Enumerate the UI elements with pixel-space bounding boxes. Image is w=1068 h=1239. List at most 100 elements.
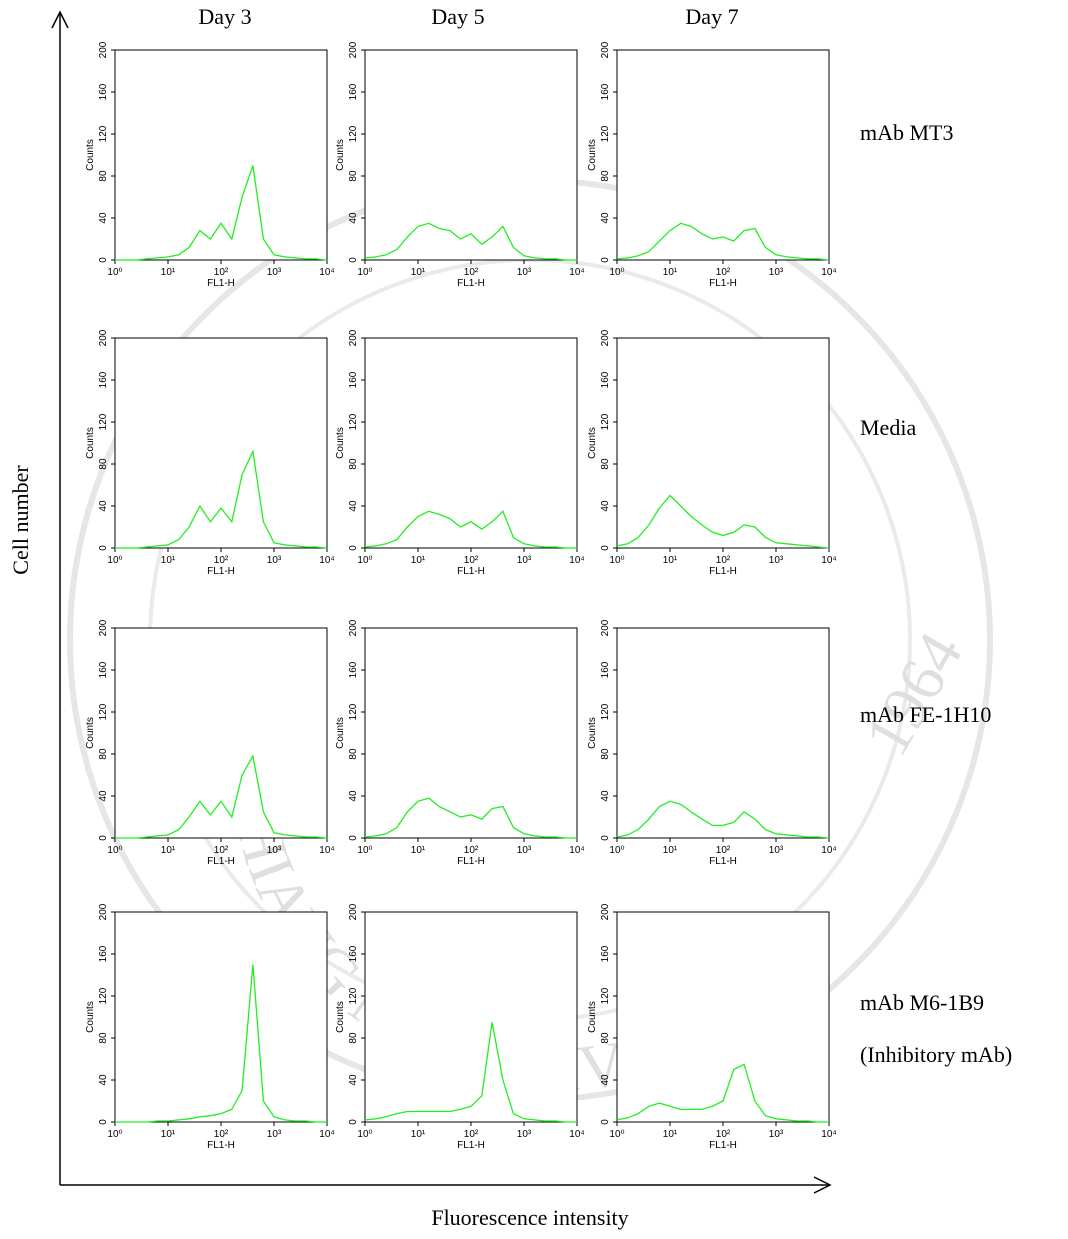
y-tick-label: 0: [98, 835, 109, 841]
x-tick-label: 10¹: [663, 845, 678, 856]
x-tick-label: 10²: [716, 555, 731, 566]
y-tick-label: 120: [98, 125, 109, 142]
x-axis-label: FL1-H: [207, 1140, 235, 1151]
x-tick-label: 10²: [716, 845, 731, 856]
y-axis-label: Counts: [587, 139, 598, 171]
plot-frame: [616, 337, 830, 549]
x-tick-label: 10⁰: [357, 555, 372, 566]
y-tick-label: 160: [348, 945, 359, 962]
x-tick-label: 10²: [214, 1129, 229, 1140]
y-tick-label: 160: [348, 371, 359, 388]
y-tick-label: 0: [98, 1119, 109, 1125]
x-axis-label: FL1-H: [709, 566, 737, 577]
x-tick-label: 10²: [464, 1129, 479, 1140]
x-axis-label: FL1-H: [457, 566, 485, 577]
y-axis-label: Counts: [85, 427, 96, 459]
y-axis-label: Counts: [335, 139, 346, 171]
y-arrowhead: [51, 10, 69, 29]
y-tick-label: 0: [348, 545, 359, 551]
x-tick-label: 10⁰: [107, 1129, 122, 1140]
plot-frame: [616, 911, 830, 1123]
y-tick-label: 80: [98, 458, 109, 470]
x-tick-label: 10¹: [663, 555, 678, 566]
y-axis-label: Counts: [587, 427, 598, 459]
y-tick-label: 120: [600, 125, 611, 142]
y-tick-label: 80: [348, 748, 359, 760]
y-tick-label: 40: [98, 1074, 109, 1086]
x-tick-label: 10³: [517, 267, 532, 278]
x-tick-label: 10²: [716, 1129, 731, 1140]
panel: 0 40 80 120 160 200 10⁰ 10¹ 10² 10³ 10⁴ FL1-H Counts: [335, 903, 585, 1151]
panel: 0 40 80 120 160 200 10⁰ 10¹ 10² 10³ 10⁴ FL1-H Counts: [587, 329, 837, 577]
y-axis-label: Counts: [85, 1001, 96, 1033]
y-axis-label: Counts: [335, 1001, 346, 1033]
histogram-line: [115, 449, 328, 549]
y-axis-label: Counts: [335, 427, 346, 459]
x-tick-label: 10⁰: [609, 845, 624, 856]
column-title: Day 7: [685, 4, 738, 29]
x-tick-label: 10⁴: [821, 845, 836, 856]
x-axis-label: FL1-H: [457, 1140, 485, 1151]
x-tick-label: 10¹: [663, 267, 678, 278]
x-axis-label: FL1-H: [207, 566, 235, 577]
y-tick-label: 160: [600, 371, 611, 388]
y-tick-label: 200: [348, 903, 359, 920]
y-tick-label: 160: [98, 83, 109, 100]
x-tick-label: 10¹: [411, 1129, 426, 1140]
row-label: Media: [860, 415, 916, 440]
plot-frame: [616, 49, 830, 261]
row-label: (Inhibitory mAb): [860, 1042, 1012, 1067]
row-label: mAb M6-1B9: [860, 990, 984, 1015]
x-axis-label: FL1-H: [207, 856, 235, 867]
y-tick-label: 80: [348, 170, 359, 182]
y-tick-label: 120: [348, 125, 359, 142]
y-tick-label: 40: [98, 212, 109, 224]
y-tick-label: 160: [98, 945, 109, 962]
plot-frame: [114, 49, 328, 261]
y-tick-label: 0: [348, 257, 359, 263]
x-tick-label: 10¹: [161, 845, 176, 856]
axes-arrows: [51, 10, 832, 1194]
y-tick-label: 0: [348, 1119, 359, 1125]
x-tick-label: 10⁰: [609, 1129, 624, 1140]
y-tick-label: 0: [98, 545, 109, 551]
panel: 0 40 80 120 160 200 10⁰ 10¹ 10² 10³ 10⁴ FL1-H Counts: [335, 41, 585, 289]
x-tick-label: 10³: [517, 1129, 532, 1140]
y-tick-label: 40: [348, 1074, 359, 1086]
y-tick-label: 120: [348, 413, 359, 430]
histogram-line: [364, 797, 577, 839]
y-tick-label: 160: [348, 661, 359, 678]
x-tick-label: 10⁰: [357, 845, 372, 856]
y-tick-label: 120: [98, 703, 109, 720]
x-axis-title: Fluorescence intensity: [431, 1205, 628, 1230]
y-tick-label: 0: [600, 835, 611, 841]
plot-frame: [114, 337, 328, 549]
panel: 0 40 80 120 160 200 10⁰ 10¹ 10² 10³ 10⁴ FL1-H Counts: [85, 329, 335, 577]
histogram-line: [616, 1063, 829, 1123]
x-tick-label: 10¹: [161, 1129, 176, 1140]
x-tick-label: 10³: [769, 1129, 784, 1140]
y-tick-label: 0: [98, 257, 109, 263]
panel: 0 40 80 120 160 200 10⁰ 10¹ 10² 10³ 10⁴ FL1-H Counts: [587, 903, 837, 1151]
y-tick-label: 120: [600, 987, 611, 1004]
histogram-line: [115, 165, 328, 261]
y-tick-label: 120: [98, 413, 109, 430]
panel: 0 40 80 120 160 200 10⁰ 10¹ 10² 10³ 10⁴ FL1-H Counts: [85, 619, 335, 867]
panel: 0 40 80 120 160 200 10⁰ 10¹ 10² 10³ 10⁴ FL1-H Counts: [85, 903, 335, 1151]
x-tick-label: 10³: [769, 845, 784, 856]
histogram-line: [616, 494, 830, 549]
y-tick-label: 80: [98, 1032, 109, 1044]
y-tick-label: 120: [600, 703, 611, 720]
x-tick-label: 10¹: [161, 267, 176, 278]
y-tick-label: 40: [348, 790, 359, 802]
y-tick-label: 40: [600, 1074, 611, 1086]
x-axis-label: FL1-H: [709, 1140, 737, 1151]
x-tick-label: 10²: [214, 267, 229, 278]
y-axis-label: Counts: [587, 717, 598, 749]
x-tick-label: 10³: [517, 555, 532, 566]
y-tick-label: 120: [600, 413, 611, 430]
x-tick-label: 10³: [517, 845, 532, 856]
x-tick-label: 10²: [464, 555, 479, 566]
x-tick-label: 10¹: [663, 1129, 678, 1140]
panel: 0 40 80 120 160 200 10⁰ 10¹ 10² 10³ 10⁴ FL1-H Counts: [85, 41, 335, 289]
